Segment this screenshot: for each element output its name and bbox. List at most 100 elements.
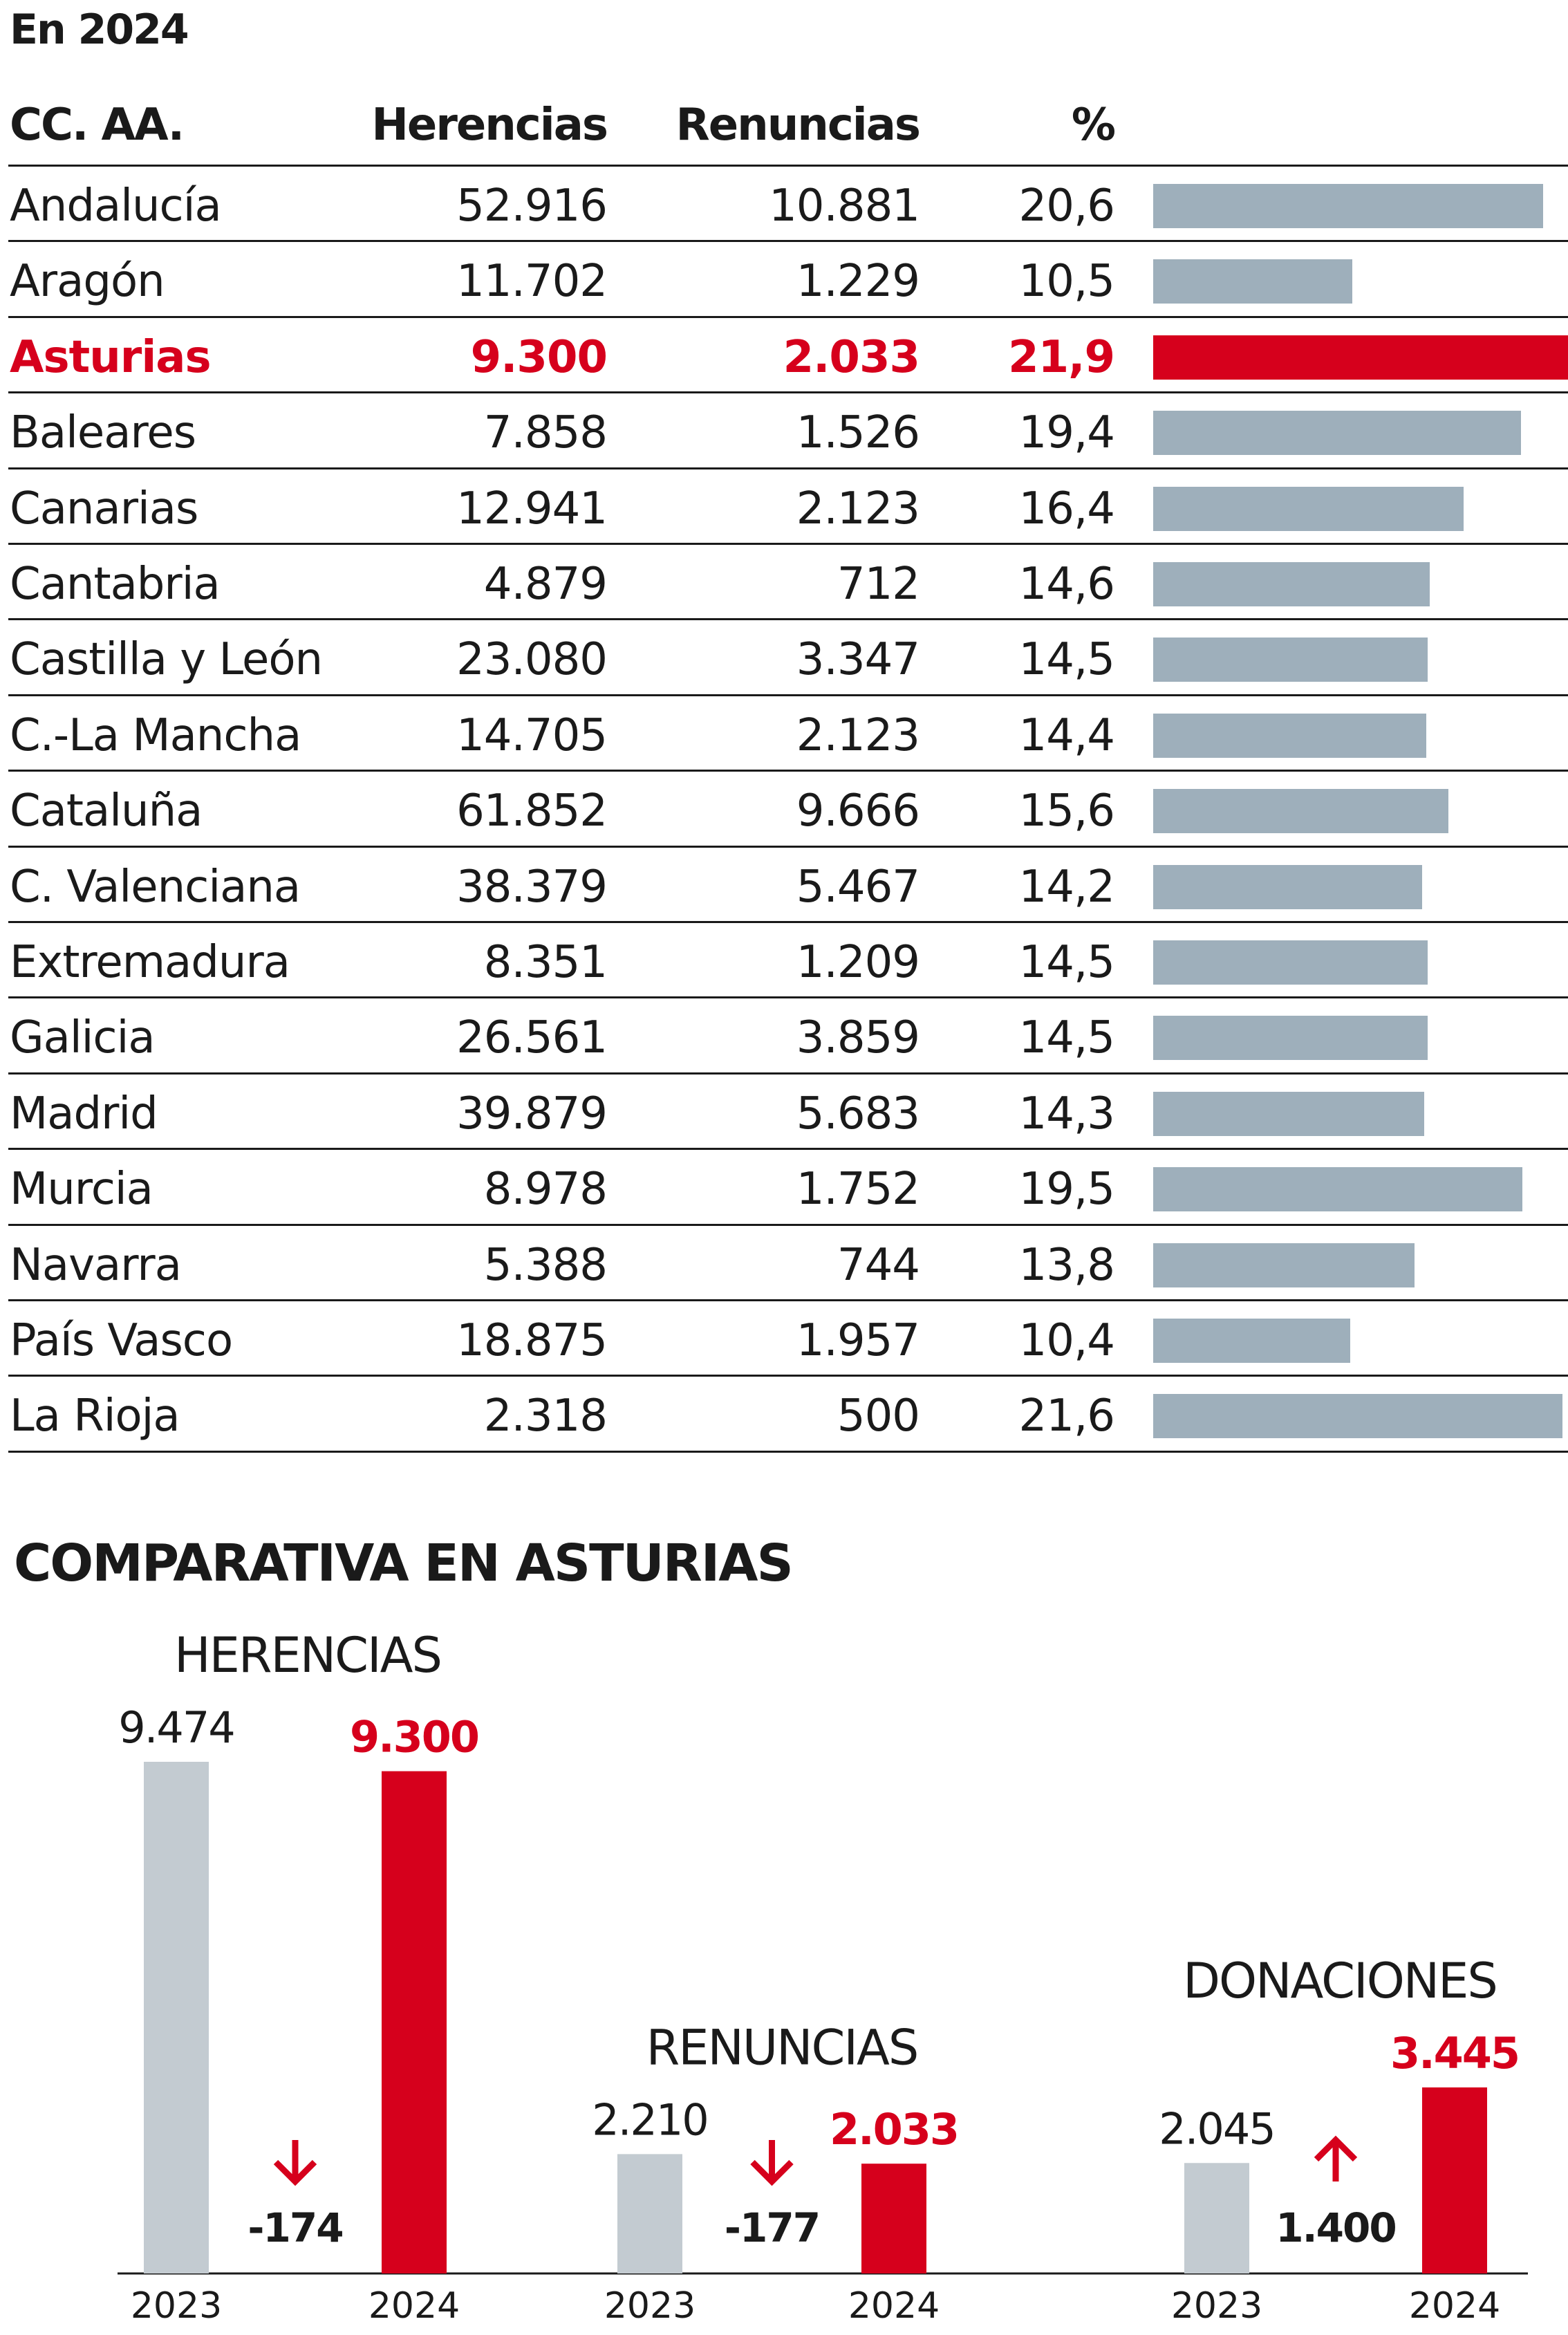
row-divider <box>8 1375 1568 1377</box>
pct-bar <box>1153 1394 1562 1439</box>
renuncias-down-arrow-head-icon <box>750 2159 794 2186</box>
donaciones-year-label: 2023 <box>1171 2285 1262 2327</box>
cell-region: C.-La Mancha <box>10 709 301 761</box>
cell-pct: 21,6 <box>1018 1390 1115 1442</box>
cell-region: Extremadura <box>10 937 290 988</box>
cell-renuncias: 1.957 <box>796 1315 920 1366</box>
table-row: Andalucía 52.916 10.881 20,6 <box>0 166 1568 241</box>
donaciones-value-2023: 2.045 <box>1159 2103 1275 2154</box>
cell-pct: 19,4 <box>1018 407 1115 459</box>
table-row: Aragón 11.702 1.229 10,5 <box>0 241 1568 317</box>
row-divider <box>8 694 1568 696</box>
caption: En 2024 <box>10 6 189 54</box>
renuncias-bar-2024 <box>861 2164 926 2273</box>
cell-region: País Vasco <box>10 1315 233 1366</box>
pct-bar <box>1153 562 1430 606</box>
pct-bar <box>1153 1319 1350 1363</box>
cell-region: Aragón <box>10 256 165 308</box>
herencias-year-label: 2024 <box>368 2285 460 2327</box>
header-herencias: Herencias <box>371 100 608 151</box>
cell-region: Castilla y León <box>10 634 323 686</box>
renuncias-year-label: 2024 <box>848 2285 940 2327</box>
pct-bar <box>1153 864 1423 909</box>
cell-herencias: 14.705 <box>456 709 608 761</box>
cell-renuncias: 10.881 <box>769 180 920 232</box>
renuncias-value-2023: 2.210 <box>592 2094 708 2145</box>
donaciones-bar-2023 <box>1184 2163 1249 2273</box>
cell-renuncias: 2.123 <box>796 709 920 761</box>
donaciones-title: DONACIONES <box>1183 1953 1497 2009</box>
herencias-value-2024: 9.300 <box>350 1712 478 1762</box>
row-divider <box>8 921 1568 923</box>
cell-pct: 14,5 <box>1018 1012 1115 1064</box>
row-divider <box>8 1072 1568 1075</box>
pct-bar <box>1153 789 1449 834</box>
cell-pct: 21,9 <box>1008 331 1115 383</box>
row-divider <box>8 391 1568 394</box>
pct-bar <box>1153 713 1426 758</box>
cell-renuncias: 712 <box>837 559 920 610</box>
cell-herencias: 4.879 <box>483 559 608 610</box>
pct-bar <box>1153 335 1568 380</box>
cell-renuncias: 9.666 <box>796 785 920 837</box>
header-pct: % <box>1071 100 1116 151</box>
table-row: Extremadura 8.351 1.209 14,5 <box>0 922 1568 998</box>
cell-herencias: 23.080 <box>456 634 608 686</box>
cell-region: Cantabria <box>10 559 221 610</box>
cell-herencias: 12.941 <box>456 483 608 534</box>
cell-region: Murcia <box>10 1164 153 1216</box>
row-divider <box>8 770 1568 772</box>
table-row: C.-La Mancha 14.705 2.123 14,4 <box>0 696 1568 771</box>
cell-region: Baleares <box>10 407 196 459</box>
cell-renuncias: 500 <box>837 1390 920 1442</box>
cell-region: C. Valenciana <box>10 861 301 913</box>
comparison-title: COMPARATIVA EN ASTURIAS <box>14 1534 794 1593</box>
cell-region: Cataluña <box>10 785 203 837</box>
cell-renuncias: 1.229 <box>796 256 920 308</box>
cell-region: Madrid <box>10 1088 158 1139</box>
row-divider <box>8 845 1568 848</box>
cell-herencias: 7.858 <box>483 407 608 459</box>
table-row: Navarra 5.388 744 13,8 <box>0 1225 1568 1301</box>
row-divider <box>8 543 1568 545</box>
cell-region: Navarra <box>10 1239 182 1291</box>
donaciones-value-2024: 3.445 <box>1390 2028 1519 2078</box>
row-divider <box>8 1148 1568 1151</box>
header-renuncias: Renuncias <box>675 100 921 151</box>
cell-region: Galicia <box>10 1012 156 1064</box>
cell-pct: 14,5 <box>1018 937 1115 988</box>
herencias-bar-2024 <box>382 1771 447 2273</box>
cell-pct: 14,3 <box>1018 1088 1115 1139</box>
table-row: Galicia 26.561 3.859 14,5 <box>0 998 1568 1073</box>
table-row: Asturias 9.300 2.033 21,9 <box>0 317 1568 393</box>
herencias-title: HERENCIAS <box>174 1627 441 1684</box>
cell-renuncias: 3.859 <box>796 1012 920 1064</box>
cell-renuncias: 5.467 <box>796 861 920 913</box>
cell-herencias: 5.388 <box>483 1239 608 1291</box>
cell-renuncias: 1.526 <box>796 407 920 459</box>
table-row: Murcia 8.978 1.752 19,5 <box>0 1149 1568 1225</box>
pct-bar <box>1153 1016 1428 1061</box>
cell-pct: 14,2 <box>1018 861 1115 913</box>
row-divider <box>8 996 1568 999</box>
cell-herencias: 2.318 <box>483 1390 608 1442</box>
herencias-change: -174 <box>248 2204 342 2251</box>
table-row: Madrid 39.879 5.683 14,3 <box>0 1074 1568 1149</box>
cell-pct: 14,4 <box>1018 709 1115 761</box>
cell-renuncias: 744 <box>837 1239 920 1291</box>
donaciones-change: 1.400 <box>1276 2204 1395 2251</box>
pct-bar <box>1153 1091 1424 1136</box>
cell-region: La Rioja <box>10 1390 180 1442</box>
row-divider <box>8 1223 1568 1226</box>
row-divider <box>8 1299 1568 1301</box>
header-region: CC. AA. <box>10 100 185 151</box>
table-row: Cataluña 61.852 9.666 15,6 <box>0 771 1568 846</box>
table-row: Baleares 7.858 1.526 19,4 <box>0 393 1568 468</box>
cell-pct: 10,4 <box>1018 1315 1115 1366</box>
cell-pct: 15,6 <box>1018 785 1115 837</box>
cell-pct: 13,8 <box>1018 1239 1115 1291</box>
donaciones-bar-2024 <box>1422 2087 1487 2273</box>
pct-bar <box>1153 184 1544 228</box>
pct-bar <box>1153 259 1352 304</box>
